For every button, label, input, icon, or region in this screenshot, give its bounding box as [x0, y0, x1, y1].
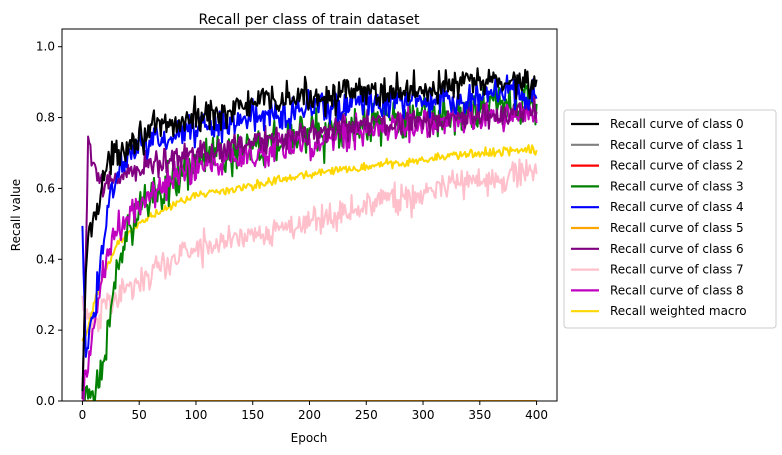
- x-axis: 0 50 100 150 200 250 300 350 400: [79, 401, 548, 422]
- legend-label: Recall curve of class 7: [610, 263, 744, 277]
- legend-label: Recall curve of class 8: [610, 283, 744, 297]
- y-tick-label: 0.8: [36, 111, 55, 125]
- x-tick-label: 150: [241, 408, 264, 422]
- y-tick-label: 0.4: [36, 252, 55, 266]
- x-tick-label: 0: [79, 408, 87, 422]
- y-tick-label: 0.2: [36, 323, 55, 337]
- x-tick-label: 400: [525, 408, 548, 422]
- legend-label: Recall curve of class 4: [610, 200, 744, 214]
- legend-label: Recall curve of class 3: [610, 179, 744, 193]
- legend-label: Recall curve of class 2: [610, 159, 744, 173]
- series-line: [81, 158, 538, 341]
- series-line: [81, 67, 538, 392]
- legend-label: Recall curve of class 6: [610, 242, 744, 256]
- series-line: [81, 94, 538, 400]
- x-tick-label: 350: [468, 408, 491, 422]
- x-tick-label: 200: [298, 408, 321, 422]
- series-line: [81, 144, 538, 342]
- x-tick-label: 300: [412, 408, 435, 422]
- series-layer: [81, 67, 538, 401]
- x-tick-label: 100: [185, 408, 208, 422]
- legend: Recall curve of class 0 Recall curve of c…: [563, 109, 777, 329]
- x-axis-title: Epoch: [291, 431, 328, 445]
- chart-title: Recall per class of train dataset: [198, 12, 420, 28]
- y-axis: 0.0 0.2 0.4 0.6 0.8 1.0: [36, 40, 62, 408]
- legend-label: Recall weighted macro: [610, 304, 747, 318]
- y-tick-label: 1.0: [36, 40, 55, 54]
- x-tick-label: 50: [132, 408, 147, 422]
- y-tick-label: 0.6: [36, 181, 55, 195]
- legend-label: Recall curve of class 1: [610, 138, 744, 152]
- legend-label: Recall curve of class 5: [610, 221, 744, 235]
- y-tick-label: 0.0: [36, 394, 55, 408]
- legend-label: Recall curve of class 0: [610, 117, 744, 131]
- legend-frame: [563, 109, 777, 329]
- x-tick-label: 250: [355, 408, 378, 422]
- y-axis-title: Recall value: [9, 179, 23, 251]
- series-line: [81, 101, 538, 401]
